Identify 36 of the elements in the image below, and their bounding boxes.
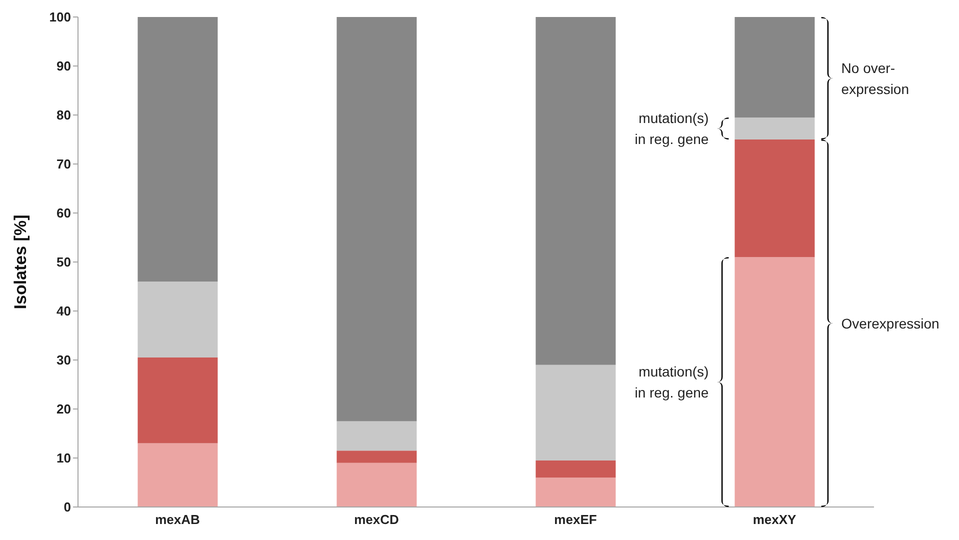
x-tick-label: mexCD	[354, 512, 399, 528]
bar	[536, 17, 616, 365]
bar	[536, 364, 616, 460]
annotation: mutation(s) in reg. gene	[634, 364, 709, 401]
bar	[336, 421, 417, 451]
bar	[138, 17, 218, 282]
bar	[734, 117, 815, 140]
x-tick-label: mexXY	[752, 512, 796, 528]
bar	[138, 443, 218, 507]
bar	[336, 17, 417, 422]
y-tick-label: 50	[56, 254, 71, 270]
x-tick-label: mexAB	[155, 512, 200, 528]
y-tick-label: 40	[56, 304, 71, 319]
y-tick-label: 20	[56, 402, 71, 417]
bar	[336, 462, 417, 507]
y-tick-label: 0	[64, 500, 71, 515]
y-tick-label: 10	[56, 450, 71, 466]
x-tick-label: mexEF	[554, 512, 597, 528]
y-tick-label: 70	[56, 156, 71, 172]
annotation: No over- expression	[841, 60, 910, 97]
y-tick-label: 80	[56, 108, 71, 123]
bar	[536, 478, 616, 507]
y-tick-label: 90	[56, 58, 71, 74]
annotation: mutation(s) in reg. gene	[634, 110, 709, 147]
bar	[138, 282, 218, 358]
y-axis-title: Isolates [%]	[11, 214, 30, 310]
bar	[138, 358, 218, 444]
annotation: Overexpression	[841, 315, 940, 332]
bar	[536, 460, 616, 478]
bar	[734, 140, 815, 258]
bar	[336, 450, 417, 463]
y-tick-label: 100	[49, 10, 71, 25]
bar	[734, 257, 815, 507]
y-tick-label: 30	[56, 352, 71, 368]
bar	[734, 17, 815, 118]
y-tick-label: 60	[56, 206, 71, 221]
